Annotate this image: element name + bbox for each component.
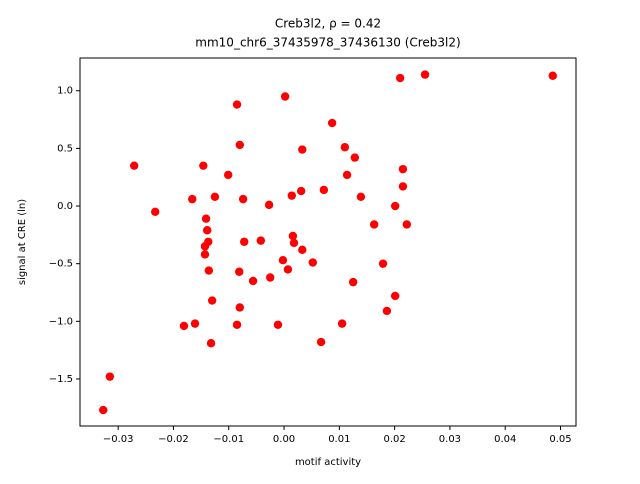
x-tick-label: −0.02 xyxy=(158,434,189,445)
point xyxy=(287,191,296,200)
point xyxy=(99,405,108,415)
point xyxy=(199,161,208,170)
x-tick-label: 0.02 xyxy=(383,434,405,445)
point xyxy=(207,296,217,305)
point xyxy=(398,182,408,191)
point xyxy=(235,303,245,312)
point xyxy=(369,220,379,229)
x-axis-label: motif activity xyxy=(295,457,361,468)
point xyxy=(548,71,557,80)
point xyxy=(327,118,337,128)
point xyxy=(283,265,293,274)
x-tick-label: 0.01 xyxy=(328,434,350,445)
point xyxy=(273,320,283,329)
y-tick-label: −1.0 xyxy=(49,316,73,327)
point xyxy=(296,186,306,196)
point xyxy=(402,220,411,229)
point xyxy=(240,237,249,246)
point xyxy=(179,321,189,331)
y-axis-label: signal at CRE (ln) xyxy=(17,199,28,285)
y-tick-label: −0.5 xyxy=(49,259,73,270)
point xyxy=(342,170,352,180)
point xyxy=(188,194,197,204)
point xyxy=(105,372,115,381)
x-tick-label: 0.03 xyxy=(439,434,461,445)
point xyxy=(350,153,360,162)
x-tick-label: 0.00 xyxy=(273,434,295,445)
y-tick-label: 0.0 xyxy=(57,201,73,212)
point xyxy=(356,192,366,202)
y-tick-label: −1.5 xyxy=(49,374,73,385)
point xyxy=(390,291,400,301)
point xyxy=(151,207,160,216)
point xyxy=(316,337,326,347)
point xyxy=(201,214,211,223)
point xyxy=(378,259,388,268)
x-tick-label: −0.03 xyxy=(103,434,134,445)
point xyxy=(266,273,275,282)
x-tick-label: 0.05 xyxy=(549,434,571,445)
point xyxy=(348,277,358,287)
point xyxy=(210,192,220,202)
point xyxy=(206,339,216,348)
y-tick-label: 0.5 xyxy=(57,143,73,154)
point xyxy=(264,200,274,210)
point xyxy=(382,306,392,316)
point xyxy=(256,236,266,245)
point xyxy=(232,320,242,329)
chart-subtitle: mm10_chr6_37435978_37436130 (Creb3l2) xyxy=(195,36,460,50)
plot-frame xyxy=(79,57,577,427)
point xyxy=(202,226,212,235)
point xyxy=(280,92,290,101)
point xyxy=(319,185,329,195)
chart-title: Creb3l2, ρ = 0.42 xyxy=(275,17,381,31)
point xyxy=(235,267,244,276)
point xyxy=(129,161,139,170)
point xyxy=(298,145,307,154)
x-tick-label: 0.04 xyxy=(494,434,516,445)
point xyxy=(289,238,299,248)
x-tick-label: −0.01 xyxy=(213,434,244,445)
point xyxy=(278,256,288,265)
point xyxy=(190,319,200,328)
point xyxy=(238,194,248,204)
point xyxy=(390,201,400,211)
y-tick-label: 1.0 xyxy=(57,86,73,97)
point xyxy=(235,140,245,150)
point xyxy=(337,319,347,328)
point xyxy=(204,237,213,246)
point xyxy=(398,164,408,174)
point xyxy=(395,73,405,83)
point xyxy=(308,258,317,267)
point xyxy=(232,100,242,109)
point xyxy=(340,143,350,152)
point xyxy=(223,170,233,180)
point xyxy=(288,231,298,241)
point xyxy=(420,70,430,79)
point xyxy=(298,245,307,255)
point xyxy=(200,250,210,259)
point xyxy=(204,266,214,275)
point xyxy=(248,276,258,286)
